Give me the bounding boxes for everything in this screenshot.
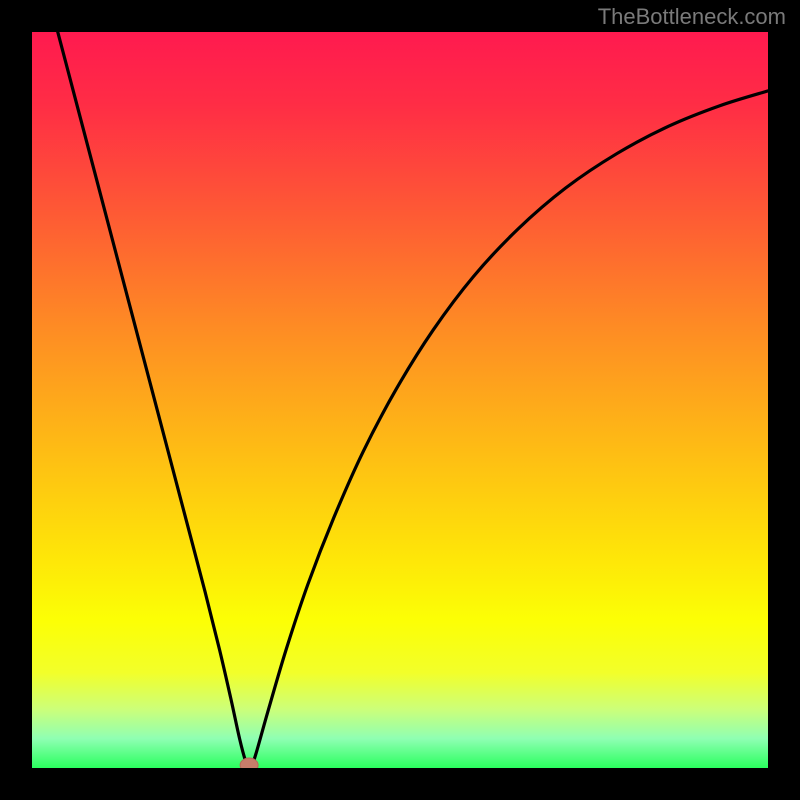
watermark-link[interactable]: TheBottleneck.com xyxy=(598,4,786,30)
chart-frame: TheBottleneck.com xyxy=(0,0,800,800)
min-marker xyxy=(240,758,258,768)
plot-area xyxy=(32,32,768,768)
chart-svg xyxy=(32,32,768,768)
gradient-background xyxy=(32,32,768,768)
